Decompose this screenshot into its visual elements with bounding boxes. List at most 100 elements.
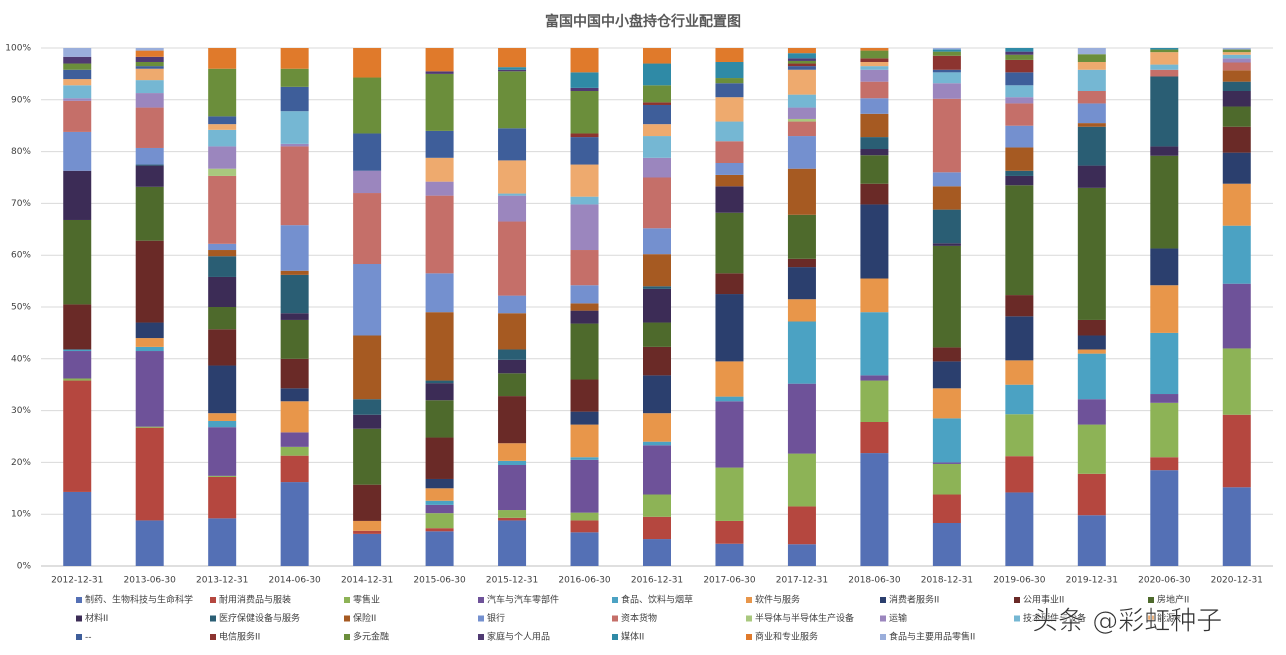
bar-segment bbox=[498, 460, 527, 465]
x-tick-label: 2013-12-31 bbox=[196, 576, 248, 586]
bar-segment bbox=[1005, 295, 1034, 317]
bar-segment bbox=[1222, 48, 1251, 50]
bar-segment bbox=[860, 380, 889, 422]
bar-segment bbox=[715, 401, 744, 468]
bar-segment bbox=[932, 462, 961, 464]
bar-segment bbox=[1077, 349, 1106, 354]
bar-segment bbox=[1077, 126, 1106, 166]
bar-segment bbox=[1222, 49, 1251, 53]
bar-segment bbox=[932, 69, 961, 73]
bar-segment bbox=[498, 48, 527, 68]
y-tick-label: 50% bbox=[11, 303, 31, 313]
bar-segment bbox=[860, 421, 889, 454]
bar-segment bbox=[643, 288, 671, 323]
bar-segment bbox=[353, 193, 382, 265]
legend-swatch bbox=[880, 597, 886, 603]
y-tick-label: 0% bbox=[17, 562, 32, 572]
bar-segment bbox=[715, 520, 744, 544]
legend-swatch bbox=[880, 615, 886, 622]
bar-segment bbox=[1150, 402, 1179, 458]
bar-segment bbox=[1150, 48, 1179, 50]
bar-segment bbox=[1077, 54, 1106, 62]
bar-segment bbox=[498, 396, 527, 444]
bar-segment bbox=[787, 66, 816, 70]
bar-segment bbox=[643, 254, 671, 287]
bar-segment bbox=[1005, 48, 1034, 52]
bar-segment bbox=[860, 453, 889, 566]
bar-segment bbox=[425, 500, 454, 505]
bar-segment bbox=[932, 172, 961, 187]
bar-segment bbox=[715, 121, 744, 142]
x-tick-label: 2019-06-30 bbox=[993, 576, 1046, 586]
bar-segment bbox=[643, 124, 671, 137]
bar-segment bbox=[1005, 72, 1034, 86]
bar-segment bbox=[1005, 316, 1034, 361]
bar-segment bbox=[208, 48, 237, 69]
bar-segment bbox=[498, 443, 527, 461]
bar-segment bbox=[135, 338, 164, 347]
legend-label: 材料II bbox=[85, 612, 108, 624]
bar-segment bbox=[280, 143, 309, 147]
x-tick-label: 2018-06-30 bbox=[848, 576, 901, 586]
bar-segment bbox=[498, 464, 527, 511]
chart-title: 富国中国中小盘持仓行业配置图 bbox=[545, 13, 741, 30]
bar-segment bbox=[425, 383, 454, 401]
bar-segment bbox=[280, 388, 309, 402]
bar-segment bbox=[932, 347, 961, 362]
bar-segment bbox=[643, 157, 671, 178]
bar-segment bbox=[643, 136, 671, 158]
bar-segment bbox=[498, 520, 527, 566]
bar-segment bbox=[425, 380, 454, 384]
bar-segment bbox=[280, 48, 309, 69]
x-tick-label: 2013-06-30 bbox=[124, 576, 177, 586]
bar-segment bbox=[135, 186, 164, 241]
bar-segment bbox=[570, 424, 599, 458]
bar-segment bbox=[643, 48, 671, 64]
bar-segment bbox=[498, 373, 527, 397]
bar-segment bbox=[498, 128, 527, 161]
bar-segment bbox=[1077, 61, 1106, 70]
bar-segment bbox=[353, 48, 382, 78]
bar-segment bbox=[208, 307, 237, 330]
bar-segment bbox=[280, 319, 309, 359]
bar-segment bbox=[860, 69, 889, 82]
y-tick-label: 100% bbox=[5, 44, 31, 54]
bar-segment bbox=[63, 63, 92, 70]
bar-segment bbox=[135, 165, 164, 187]
legend-label: 媒体II bbox=[621, 631, 644, 643]
bar-segment bbox=[1150, 76, 1179, 147]
y-tick-label: 70% bbox=[11, 199, 31, 209]
y-tick-label: 80% bbox=[11, 147, 31, 157]
bar-segment bbox=[280, 446, 309, 456]
bar-segment bbox=[135, 240, 164, 323]
bar-segment bbox=[787, 63, 816, 67]
bar-segment bbox=[135, 426, 164, 428]
bar-segment bbox=[643, 516, 671, 540]
bar-segment bbox=[1077, 90, 1106, 104]
bar-segment bbox=[135, 56, 164, 62]
bar-segment bbox=[63, 378, 92, 381]
bar-segment bbox=[1005, 59, 1034, 73]
bar-segment bbox=[208, 276, 237, 307]
bar-segment bbox=[860, 149, 889, 156]
legend-swatch bbox=[344, 615, 350, 622]
bar-segment bbox=[63, 69, 92, 80]
bar-segment bbox=[787, 267, 816, 300]
bar-segment bbox=[1222, 414, 1251, 488]
legend-swatch bbox=[344, 634, 350, 640]
legend-label: 银行 bbox=[487, 612, 505, 624]
bar-segment bbox=[425, 504, 454, 514]
bar-segment bbox=[1005, 384, 1034, 415]
bar-segment bbox=[1005, 147, 1034, 171]
bar-segment bbox=[353, 414, 382, 429]
bar-segment bbox=[135, 93, 164, 108]
legend-label: 公用事业II bbox=[1023, 594, 1064, 606]
bar-segment bbox=[643, 177, 671, 229]
bar-segment bbox=[425, 312, 454, 381]
x-tick-label: 2018-12-31 bbox=[921, 576, 973, 586]
bar-segment bbox=[1222, 152, 1251, 184]
bar-segment bbox=[787, 168, 816, 215]
bar-segment bbox=[860, 204, 889, 279]
bar-segment bbox=[498, 160, 527, 194]
bar-segment bbox=[1005, 492, 1034, 566]
